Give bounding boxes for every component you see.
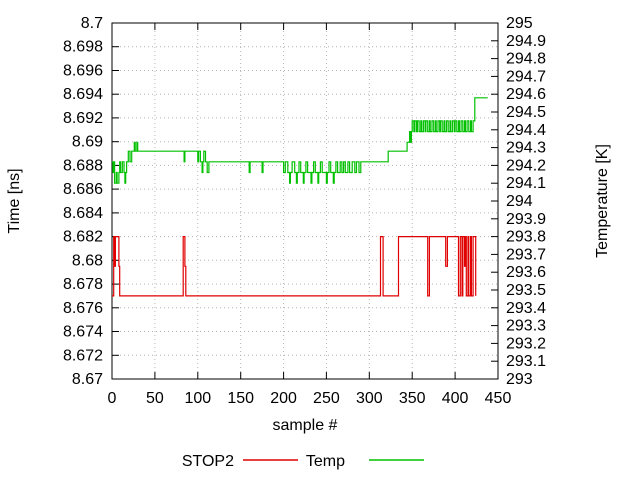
y-right-tick-label: 294.4 — [506, 122, 546, 139]
y-right-tick-label: 294.7 — [506, 68, 546, 85]
y-left-tick-label: 8.672 — [63, 347, 103, 364]
x-tick-label: 0 — [108, 390, 117, 407]
y-left-tick-label: 8.68 — [72, 252, 103, 269]
y-left-tick-label: 8.69 — [72, 134, 103, 151]
y-left-tick-label: 8.7 — [81, 15, 103, 32]
y-right-tick-label: 293.5 — [506, 282, 546, 299]
y-right-tick-label: 294 — [506, 193, 533, 210]
x-tick-label: 350 — [399, 390, 426, 407]
x-tick-label: 450 — [485, 390, 512, 407]
y-axis-left-title: Time [ns] — [6, 168, 23, 233]
y-left-tick-label: 8.696 — [63, 63, 103, 80]
y-right-tick-label: 293.1 — [506, 353, 546, 370]
y-right-tick-label: 293.6 — [506, 264, 546, 281]
y-right-tick-label: 293.8 — [506, 229, 546, 246]
legend-label-temp: Temp — [306, 453, 345, 470]
y-left-tick-label: 8.684 — [63, 205, 103, 222]
y-right-tick-label: 294.9 — [506, 33, 546, 50]
x-axis-title: sample # — [273, 417, 338, 434]
series-line-temp — [112, 97, 488, 184]
y-right-tick-label: 293 — [506, 371, 533, 388]
plot-border — [111, 22, 499, 380]
y-left-tick-label: 8.686 — [63, 181, 103, 198]
x-tick-label: 150 — [227, 390, 254, 407]
y-left-tick-label: 8.678 — [63, 276, 103, 293]
y-right-tick-label: 294.3 — [506, 140, 546, 157]
y-right-tick-label: 294.8 — [506, 51, 546, 68]
x-tick-label: 400 — [442, 390, 469, 407]
x-tick-label: 100 — [184, 390, 211, 407]
tick-layer — [111, 22, 499, 380]
y-left-tick-label: 8.67 — [72, 371, 103, 388]
series-line-stop2 — [112, 236, 477, 297]
y-left-tick-label: 8.674 — [63, 324, 103, 341]
label-layer: sample # Time [ns] Temperature [K] 0 50 10… — [6, 15, 611, 434]
x-tick-label: 250 — [313, 390, 340, 407]
series-layer — [112, 97, 488, 297]
y-right-tick-label: 293.3 — [506, 318, 546, 335]
grid-layer — [111, 22, 499, 380]
y-axis-right-title: Temperature [K] — [594, 144, 611, 258]
y-right-tick-label: 294.1 — [506, 175, 546, 192]
x-tick-label: 300 — [356, 390, 383, 407]
y-left-tick-label: 8.676 — [63, 300, 103, 317]
y-left-tick-label: 8.688 — [63, 157, 103, 174]
y-left-tick-label: 8.692 — [63, 110, 103, 127]
y-right-tick-label: 295 — [506, 15, 533, 32]
y-right-tick-label: 294.6 — [506, 86, 546, 103]
y-right-tick-label: 293.9 — [506, 211, 546, 228]
legend: STOP2 Temp — [182, 453, 424, 470]
y-left-tick-label: 8.682 — [63, 229, 103, 246]
plot-border-rect — [111, 22, 499, 380]
y-right-tick-label: 293.4 — [506, 300, 546, 317]
y-right-tick-label: 294.5 — [506, 104, 546, 121]
x-tick-label: 200 — [270, 390, 297, 407]
y-left-tick-label: 8.698 — [63, 39, 103, 56]
y-right-tick-label: 293.7 — [506, 246, 546, 263]
y-right-tick-label: 293.2 — [506, 335, 546, 352]
x-tick-label: 50 — [146, 390, 164, 407]
y-left-tick-label: 8.694 — [63, 86, 103, 103]
y-right-tick-label: 294.2 — [506, 157, 546, 174]
legend-label-stop2: STOP2 — [182, 453, 234, 470]
